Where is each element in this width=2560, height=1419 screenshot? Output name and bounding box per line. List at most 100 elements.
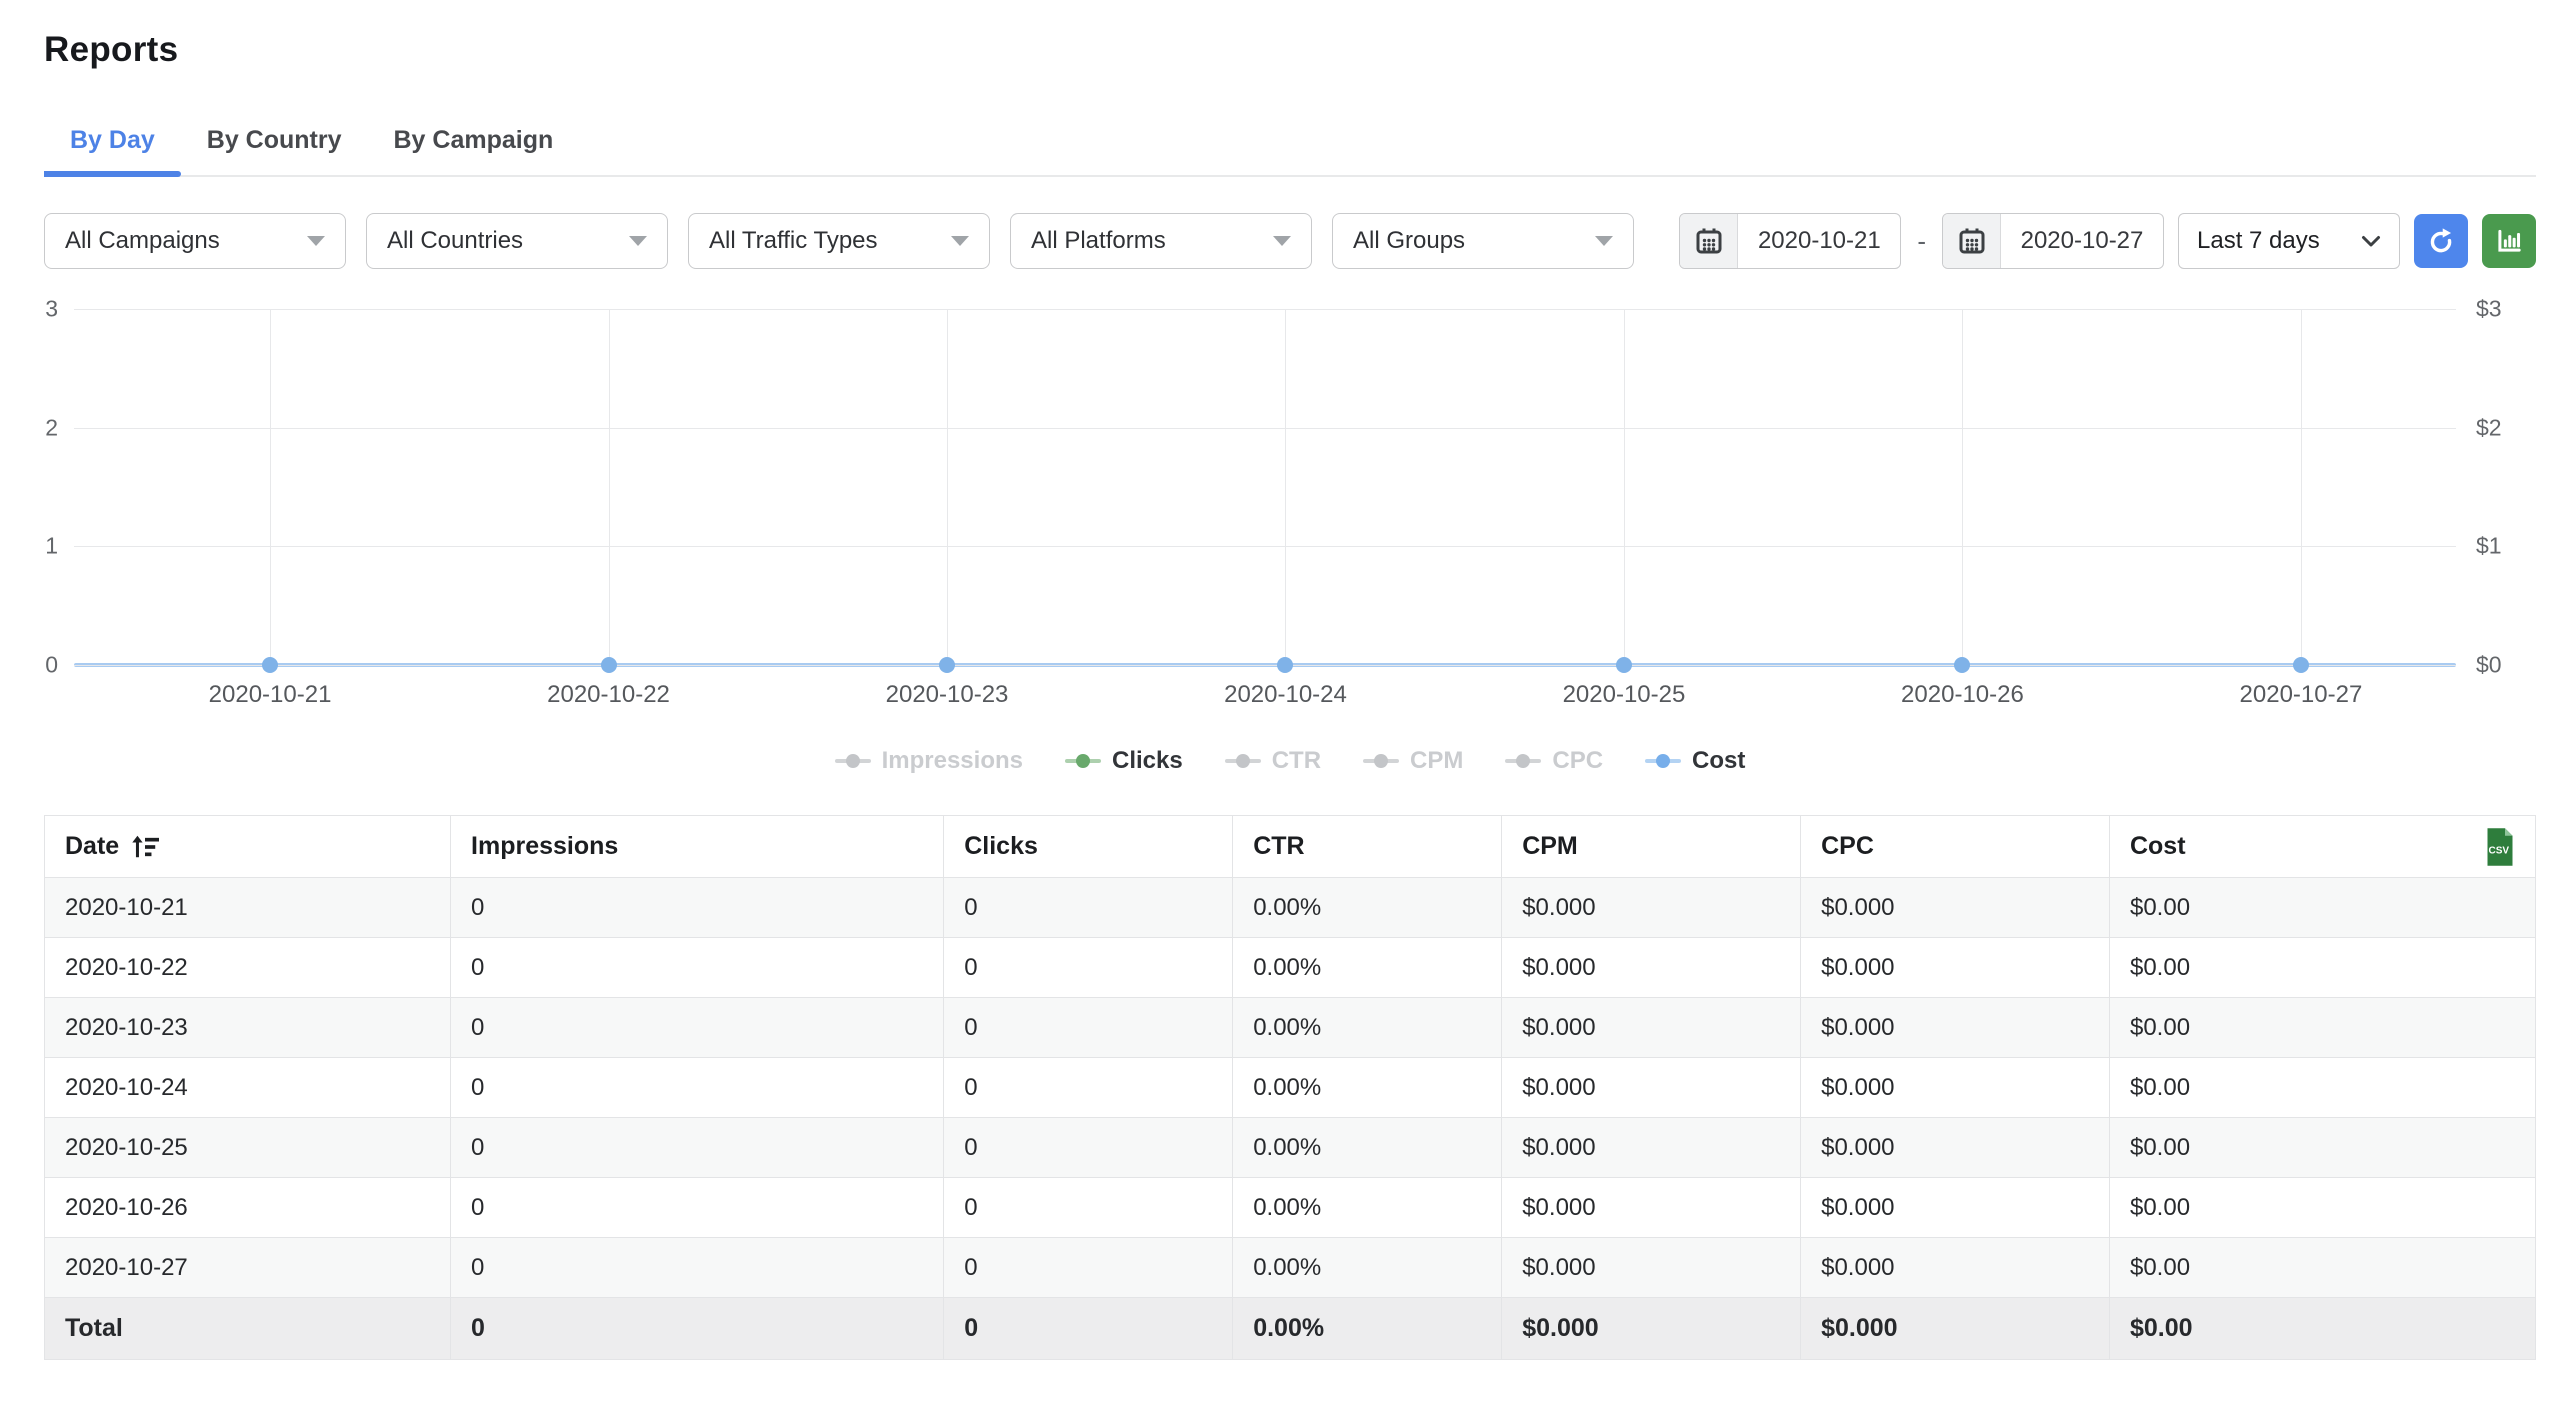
svg-text:CSV: CSV [2488, 845, 2509, 856]
sort-ascending-icon [131, 835, 160, 859]
column-header-inner: CTR [1253, 832, 1481, 861]
x-axis-tick: 2020-10-22 [547, 681, 670, 708]
tab-label: By Day [70, 126, 155, 154]
cell-cost: $0.00 [2108, 1177, 2537, 1238]
legend-marker-icon [1645, 753, 1682, 769]
tab-label: By Campaign [393, 126, 554, 154]
column-header-impressions[interactable]: Impressions [450, 815, 945, 878]
table-row: 2020-10-26 0 0 0.00% $0.000 $0.000 $0.00 [43, 1177, 2537, 1238]
tab-by-day[interactable]: By Day [44, 108, 181, 177]
vertical-gridline [1285, 309, 1287, 665]
column-header-clicks[interactable]: Clicks [943, 815, 1234, 878]
refresh-button[interactable] [2414, 214, 2468, 268]
tab-by-campaign[interactable]: By Campaign [368, 108, 580, 175]
column-header-ctr[interactable]: CTR [1232, 815, 1503, 878]
date-from-input[interactable]: 2020-10-21 [1679, 213, 1902, 269]
tab-by-country[interactable]: By Country [181, 108, 368, 175]
cell-impressions: 0 [450, 1237, 945, 1298]
vertical-gridline [2300, 309, 2302, 665]
cell-cost: $0.00 [2108, 1117, 2537, 1178]
countries-dropdown[interactable]: All Countries [366, 213, 668, 269]
y-axis-left-tick: 2 [45, 414, 58, 441]
legend-item-cost[interactable]: Cost [1645, 747, 1745, 775]
cell-ctr: 0.00% [1232, 1117, 1503, 1178]
platforms-dropdown[interactable]: All Platforms [1010, 213, 1312, 269]
table-row: 2020-10-24 0 0 0.00% $0.000 $0.000 $0.00 [43, 1057, 2537, 1118]
calendar-icon[interactable] [1943, 214, 2001, 268]
table-row: 2020-10-22 0 0 0.00% $0.000 $0.000 $0.00 [43, 937, 2537, 998]
column-header-cost[interactable]: Cost CSV [2108, 815, 2537, 878]
table-row: 2020-10-25 0 0 0.00% $0.000 $0.000 $0.00 [43, 1117, 2537, 1178]
legend-item-ctr[interactable]: CTR [1224, 747, 1322, 775]
caret-down-icon [629, 236, 647, 246]
cell-cost: $0.00 [2108, 997, 2537, 1058]
table-row: 2020-10-27 0 0 0.00% $0.000 $0.000 $0.00 [43, 1237, 2537, 1298]
cell-cpc: $0.000 [1800, 1177, 2110, 1238]
cell-date: 2020-10-27 [43, 1237, 452, 1298]
cell-date: 2020-10-25 [43, 1117, 452, 1178]
tab-label: By Country [206, 126, 342, 154]
date-controls: 2020-10-21 - 2020-10-2 [1679, 213, 2536, 269]
legend-item-cpc[interactable]: CPC [1505, 747, 1603, 775]
cell-cpc: $0.000 [1800, 1057, 2110, 1118]
horizontal-gridline [74, 665, 2456, 666]
legend-marker-icon [1224, 753, 1261, 769]
cell-impressions: 0 [450, 997, 945, 1058]
legend-marker-icon [1064, 753, 1101, 769]
reports-page: Reports By Day By Country By Campaign All … [0, 30, 2560, 1360]
bar-chart-icon [2494, 226, 2524, 256]
column-header-label: Impressions [471, 832, 619, 860]
table-header: Date Impressions Clicks CTR CPM CPC Cost CSV [43, 815, 2537, 878]
legend-label: CPC [1552, 747, 1604, 774]
csv-export-icon[interactable]: CSV [2485, 827, 2515, 867]
legend-label: CTR [1271, 747, 1322, 774]
cell-date: 2020-10-22 [43, 937, 452, 998]
tabs: By Day By Country By Campaign [44, 108, 2536, 177]
calendar-icon[interactable] [1680, 214, 1739, 268]
column-header-cpm[interactable]: CPM [1501, 815, 1802, 878]
date-to-value[interactable]: 2020-10-27 [2020, 227, 2144, 254]
legend-label: Impressions [881, 747, 1023, 774]
date-range-preset-select[interactable]: Last 7 days [2178, 213, 2400, 269]
column-header-cpc[interactable]: CPC [1800, 815, 2110, 878]
vertical-gridline [947, 309, 948, 665]
legend-marker-icon [1505, 753, 1542, 769]
cell-ctr: 0.00% [1232, 937, 1503, 998]
cell-cpm: $0.000 [1501, 1117, 1802, 1178]
legend-item-impressions[interactable]: Impressions [834, 747, 1023, 775]
data-point [2292, 657, 2309, 673]
chart-toggle-button[interactable] [2482, 214, 2536, 268]
legend-item-cpm[interactable]: CPM [1363, 747, 1463, 775]
chart-legend: Impressions Clicks CTR CPM CPC Cost [44, 747, 2536, 775]
cell-cost: $0.00 [2108, 877, 2537, 938]
total-cell-cpm: $0.000 [1501, 1297, 1802, 1360]
date-from-value[interactable]: 2020-10-21 [1757, 227, 1881, 254]
traffic-types-dropdown[interactable]: All Traffic Types [688, 213, 990, 269]
cell-date: 2020-10-23 [43, 997, 452, 1058]
vertical-gridline [1962, 309, 1964, 665]
legend-marker-dot [1656, 754, 1671, 768]
cell-impressions: 0 [450, 1057, 945, 1118]
cell-cpc: $0.000 [1800, 1117, 2110, 1178]
groups-dropdown[interactable]: All Groups [1332, 213, 1634, 269]
date-range-separator: - [1917, 225, 1926, 256]
caret-down-icon [1273, 236, 1291, 246]
total-cell-cpc: $0.000 [1800, 1297, 2110, 1360]
campaigns-dropdown-value: All Campaigns [65, 227, 220, 254]
table-body: 2020-10-21 0 0 0.00% $0.000 $0.000 $0.00 2020-1… [43, 877, 2537, 1298]
x-axis-tick: 2020-10-27 [2239, 681, 2363, 708]
y-axis-right-tick: $3 [2476, 295, 2502, 322]
column-header-label: CPC [1821, 832, 1874, 860]
column-header-inner: Cost CSV [2130, 827, 2515, 867]
column-header-date[interactable]: Date [43, 815, 452, 878]
cell-cost: $0.00 [2108, 1237, 2537, 1298]
column-header-inner: Date [65, 832, 430, 861]
x-axis-tick: 2020-10-25 [1562, 681, 1686, 708]
legend-item-clicks[interactable]: Clicks [1064, 747, 1183, 775]
cell-cpm: $0.000 [1501, 937, 1802, 998]
chart-plot-area: 3 $3 2 $2 1 $1 0 $0 2020-10-21 2020-10-22 2020-10-… [45, 297, 2501, 708]
legend-label: Cost [1692, 747, 1746, 774]
campaigns-dropdown[interactable]: All Campaigns [44, 213, 346, 269]
date-to-input[interactable]: 2020-10-27 [1942, 213, 2164, 269]
column-header-inner: CPM [1522, 832, 1780, 861]
